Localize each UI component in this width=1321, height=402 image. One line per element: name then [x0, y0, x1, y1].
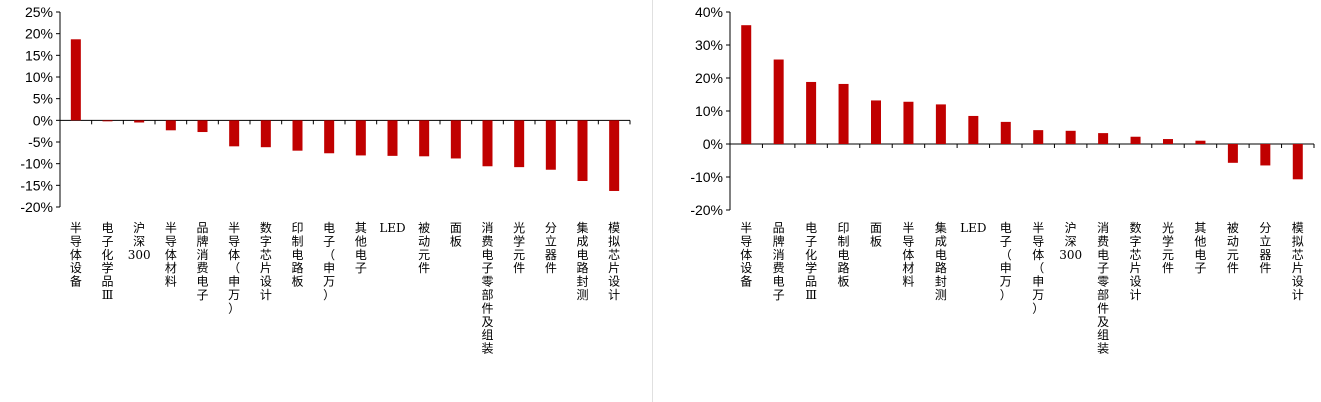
left-chart-svg: 25% 20% 15% 10% 5% 0% -5% -10% -15% -20% 半导体设备 电子化学… [20, 4, 631, 356]
right-bar [838, 83, 849, 144]
left-bar [292, 120, 303, 151]
right-category-label: 品牌消费电子 [773, 221, 785, 302]
right-bar [1065, 130, 1076, 144]
left-category-label: 模拟芯片设计 [608, 221, 620, 302]
left-bar-chart: 25% 20% 15% 10% 5% 0% -5% -10% -15% -20% 半导体设备 电子化学… [0, 0, 650, 402]
right-bar [1130, 136, 1141, 144]
left-y-tick-label: 0% [33, 112, 53, 128]
right-category-label: 分立器件 [1259, 221, 1271, 275]
left-bar [70, 39, 81, 121]
left-category-label: LED [379, 221, 405, 235]
right-bar [968, 115, 979, 144]
left-bar [609, 120, 620, 191]
left-bar [197, 120, 208, 133]
left-bar [482, 120, 493, 167]
left-category-label: 电子（申万） [323, 221, 335, 302]
left-bar [260, 120, 271, 148]
left-bar [324, 120, 335, 154]
right-category-label: 模拟芯片设计 [1292, 221, 1304, 302]
right-bar-chart: 40% 30% 20% 10% 0% -10% -20% 半导体设备 品牌消费电子 电子化学品 Ⅲ 印… [660, 0, 1321, 402]
left-y-tick-label: 5% [33, 91, 53, 107]
right-bar [741, 25, 752, 145]
right-category-label: 集成电路封测 [935, 220, 947, 302]
right-bar [935, 104, 946, 144]
left-category-label: 半导体（申万） [228, 221, 240, 315]
right-category-label: 消费电子零部件及组装 [1097, 221, 1109, 356]
right-chart-svg: 40% 30% 20% 10% 0% -10% -20% 半导体设备 品牌消费电子 电子化学品 Ⅲ 印… [690, 4, 1315, 356]
left-category-label: 印制电路板 [291, 221, 303, 289]
right-category-label: 面板 [870, 221, 882, 248]
left-category-label: 被动元件 [418, 221, 430, 275]
left-bar [545, 120, 556, 170]
left-category-label: 分立器件 [545, 221, 557, 275]
left-category-label: 半导体设备 [70, 221, 82, 289]
right-y-tick-label: 0% [703, 136, 723, 152]
right-bar [903, 101, 914, 144]
right-bar [1098, 133, 1109, 144]
left-category-label: 集成电路封测 [576, 220, 588, 302]
right-y-tick-label: -20% [690, 202, 723, 218]
right-y-tick-label: 30% [695, 37, 723, 53]
right-bar [1195, 140, 1206, 144]
left-bar [450, 120, 461, 159]
left-y-tick-label: 20% [25, 26, 53, 42]
right-bar [1292, 144, 1303, 180]
right-y-tick-label: 10% [695, 103, 723, 119]
left-bar [229, 120, 240, 147]
right-bar [1000, 121, 1011, 144]
right-category-label: 电子（申万） [1000, 221, 1012, 302]
left-y-tick-label: 25% [25, 4, 53, 20]
left-bar [134, 120, 145, 123]
right-bar [1163, 139, 1173, 144]
right-bar [1260, 144, 1271, 166]
right-category-label: 数字芯片设计 [1130, 220, 1142, 302]
left-y-tick-label: 15% [25, 47, 53, 63]
right-category-label: 印制电路板 [838, 221, 850, 289]
left-category-label: 电子化学品 Ⅲ [101, 221, 113, 302]
left-bar [387, 120, 398, 156]
right-category-label: 电子化学品 Ⅲ [805, 221, 817, 302]
left-category-label: 消费电子零部件及组装 [481, 221, 493, 356]
panel-divider [652, 0, 653, 402]
right-category-label: 半导体设备 [740, 221, 752, 289]
right-bar [871, 100, 881, 144]
left-category-label: 半导体材料 [165, 221, 177, 289]
left-y-tick-label: -20% [20, 199, 53, 215]
left-category-label: 数字芯片设计 [260, 220, 272, 302]
right-category-label: 被动元件 [1227, 221, 1239, 275]
right-category-label: LED [960, 221, 986, 235]
left-bar [577, 120, 588, 181]
right-y-tick-label: 20% [695, 70, 723, 86]
left-bar [355, 120, 366, 156]
right-y-tick-label: 40% [695, 4, 723, 20]
left-category-label: 沪深 300 [128, 221, 151, 262]
right-y-tick-label: -10% [690, 169, 723, 185]
right-category-label: 光学元件 [1162, 221, 1174, 275]
right-category-label: 沪深 300 [1059, 221, 1082, 262]
left-category-label: 其他电子 [355, 221, 367, 275]
left-bar [514, 120, 525, 168]
left-bar [102, 120, 113, 122]
left-y-tick-label: -15% [20, 177, 53, 193]
right-bar [1033, 130, 1044, 144]
right-category-label: 半导体材料 [902, 221, 914, 289]
left-y-tick-label: 10% [25, 69, 53, 85]
left-bar [419, 120, 430, 157]
right-category-label: 半导体（申万） [1032, 221, 1044, 315]
right-category-label: 其他电子 [1194, 221, 1206, 275]
left-y-tick-label: -5% [28, 134, 53, 150]
left-bar [165, 120, 176, 131]
left-y-tick-label: -10% [20, 156, 53, 172]
right-bar [1227, 144, 1238, 163]
left-category-label: 面板 [450, 221, 462, 248]
right-bar [773, 59, 784, 144]
right-bar [806, 81, 817, 144]
left-category-label: 品牌消费电子 [196, 221, 208, 302]
left-category-label: 光学元件 [513, 221, 525, 275]
